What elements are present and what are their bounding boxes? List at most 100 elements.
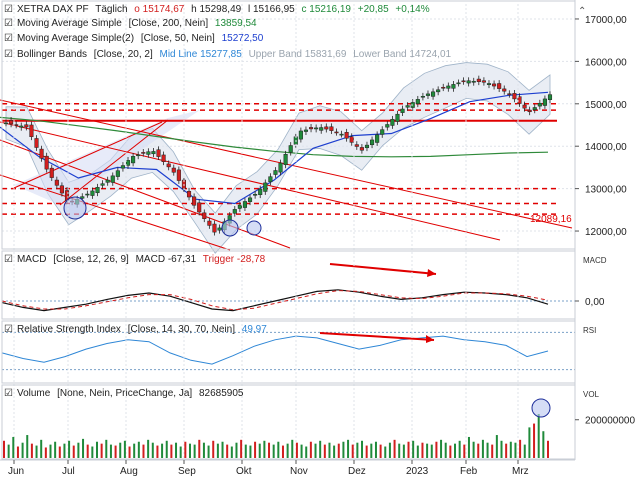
candle-body: [502, 88, 507, 92]
volume-bar: [119, 442, 122, 458]
candle-body: [522, 104, 527, 109]
volume-bar: [179, 446, 182, 458]
volume-bar: [277, 441, 280, 458]
check-icon[interactable]: ☑: [4, 18, 13, 29]
y-tick-label: 0,00: [585, 297, 605, 308]
trend-line: [59, 119, 169, 206]
bb-params: [Close, 20, 2]: [93, 49, 153, 60]
candle-body: [176, 169, 181, 181]
candle-body: [359, 147, 364, 151]
volume-bar: [30, 443, 33, 458]
volume-bar: [295, 442, 298, 458]
volume-bar: [477, 443, 480, 458]
trend-value-label: 12089,16: [530, 214, 572, 225]
ma50-legend: ☑ Moving Average Simple(2) [Close, 50, Ne…: [4, 32, 267, 45]
volume-bar: [328, 442, 331, 458]
check-icon[interactable]: ☑: [4, 388, 13, 399]
candle-body: [456, 82, 461, 85]
arrow-head: [426, 335, 434, 343]
candle-body: [95, 187, 100, 194]
y-tick-label: 200000000: [585, 416, 635, 427]
volume-bar: [188, 443, 191, 458]
volume-bar: [142, 444, 145, 458]
rsi-label: Relative Strength Index: [16, 324, 121, 335]
check-icon[interactable]: ☑: [4, 33, 13, 44]
candle-body: [329, 126, 334, 131]
candle-body: [14, 124, 19, 126]
panel-tag: RSI: [583, 326, 596, 335]
y-tick-label: 13000,00: [585, 185, 627, 196]
candle-body: [547, 94, 553, 100]
candle-body: [471, 80, 476, 83]
volume-bar: [123, 440, 126, 458]
x-tick-label: Mrz: [512, 466, 529, 477]
volume-bar: [426, 443, 429, 458]
candle-body: [390, 119, 395, 126]
candle-body: [263, 182, 268, 192]
volume-bar: [105, 439, 108, 458]
x-tick-label: Nov: [290, 466, 308, 477]
rsi-legend: ☑ Relative Strength Index [Close, 14, 30,…: [4, 323, 271, 336]
candle-body: [298, 130, 303, 140]
volume-bar: [407, 441, 410, 458]
check-icon[interactable]: ☑: [4, 254, 13, 265]
candle-body: [349, 136, 354, 143]
candle-body: [446, 85, 451, 89]
collapse-icon[interactable]: ⌃: [578, 6, 586, 17]
y-tick-label: 14000,00: [585, 142, 627, 153]
candle-body: [161, 154, 166, 162]
volume-bar: [198, 439, 201, 458]
volume-bar: [58, 446, 61, 458]
volume-bar: [491, 444, 494, 458]
volume-bar: [151, 442, 154, 458]
volume-bar: [347, 439, 350, 458]
low-value: l 15166,95: [247, 4, 295, 15]
bb-mid: Mid Line 15277,85: [159, 49, 242, 60]
volume-bar: [49, 444, 52, 458]
macd-trigger: Trigger -28,78: [202, 254, 266, 265]
ma50-params: [Close, 50, Nein]: [140, 33, 215, 44]
candle-body: [542, 98, 547, 106]
volume-value: 82685905: [198, 388, 244, 399]
volume-bar: [91, 446, 94, 458]
candle-body: [486, 83, 492, 85]
volume-bar: [444, 442, 447, 458]
candle-body: [136, 154, 141, 157]
volume-bar: [95, 441, 98, 458]
volume-bar: [21, 442, 24, 458]
close-value: c 15216,19: [301, 4, 351, 15]
check-icon[interactable]: ☑: [4, 4, 13, 15]
volume-bar: [463, 444, 466, 458]
volume-bar: [300, 444, 303, 458]
rsi-params: [Close, 14, 30, 70, Nein]: [127, 324, 235, 335]
candle-body: [288, 145, 293, 153]
volume-bar: [500, 440, 503, 458]
x-tick-label: 2023: [406, 466, 429, 477]
trend-arrow: [329, 263, 437, 275]
candle-body: [431, 91, 436, 97]
candle-body: [319, 127, 324, 131]
volume-bar: [268, 442, 271, 458]
check-icon[interactable]: ☑: [4, 324, 13, 335]
volume-bar: [537, 414, 540, 458]
volume-bar: [86, 444, 89, 458]
volume-bar: [202, 442, 205, 458]
candle-body: [9, 120, 14, 125]
candle-body: [497, 83, 502, 89]
symbol-name: XETRA DAX PF: [16, 4, 89, 15]
volume-bar: [412, 440, 415, 458]
candle-body: [492, 83, 497, 87]
ma50-line: [0, 91, 549, 205]
volume-bar: [7, 444, 10, 458]
panel-tag: MACD: [583, 256, 607, 265]
volume-bar: [509, 441, 512, 458]
volume-bar: [351, 444, 354, 458]
volume-bar: [128, 446, 131, 458]
volume-bar: [421, 442, 424, 458]
check-icon[interactable]: ☑: [4, 49, 13, 60]
volume-bar: [454, 443, 457, 458]
candle-body: [85, 193, 90, 196]
candle-body: [125, 160, 131, 166]
volume-bar: [305, 446, 308, 458]
